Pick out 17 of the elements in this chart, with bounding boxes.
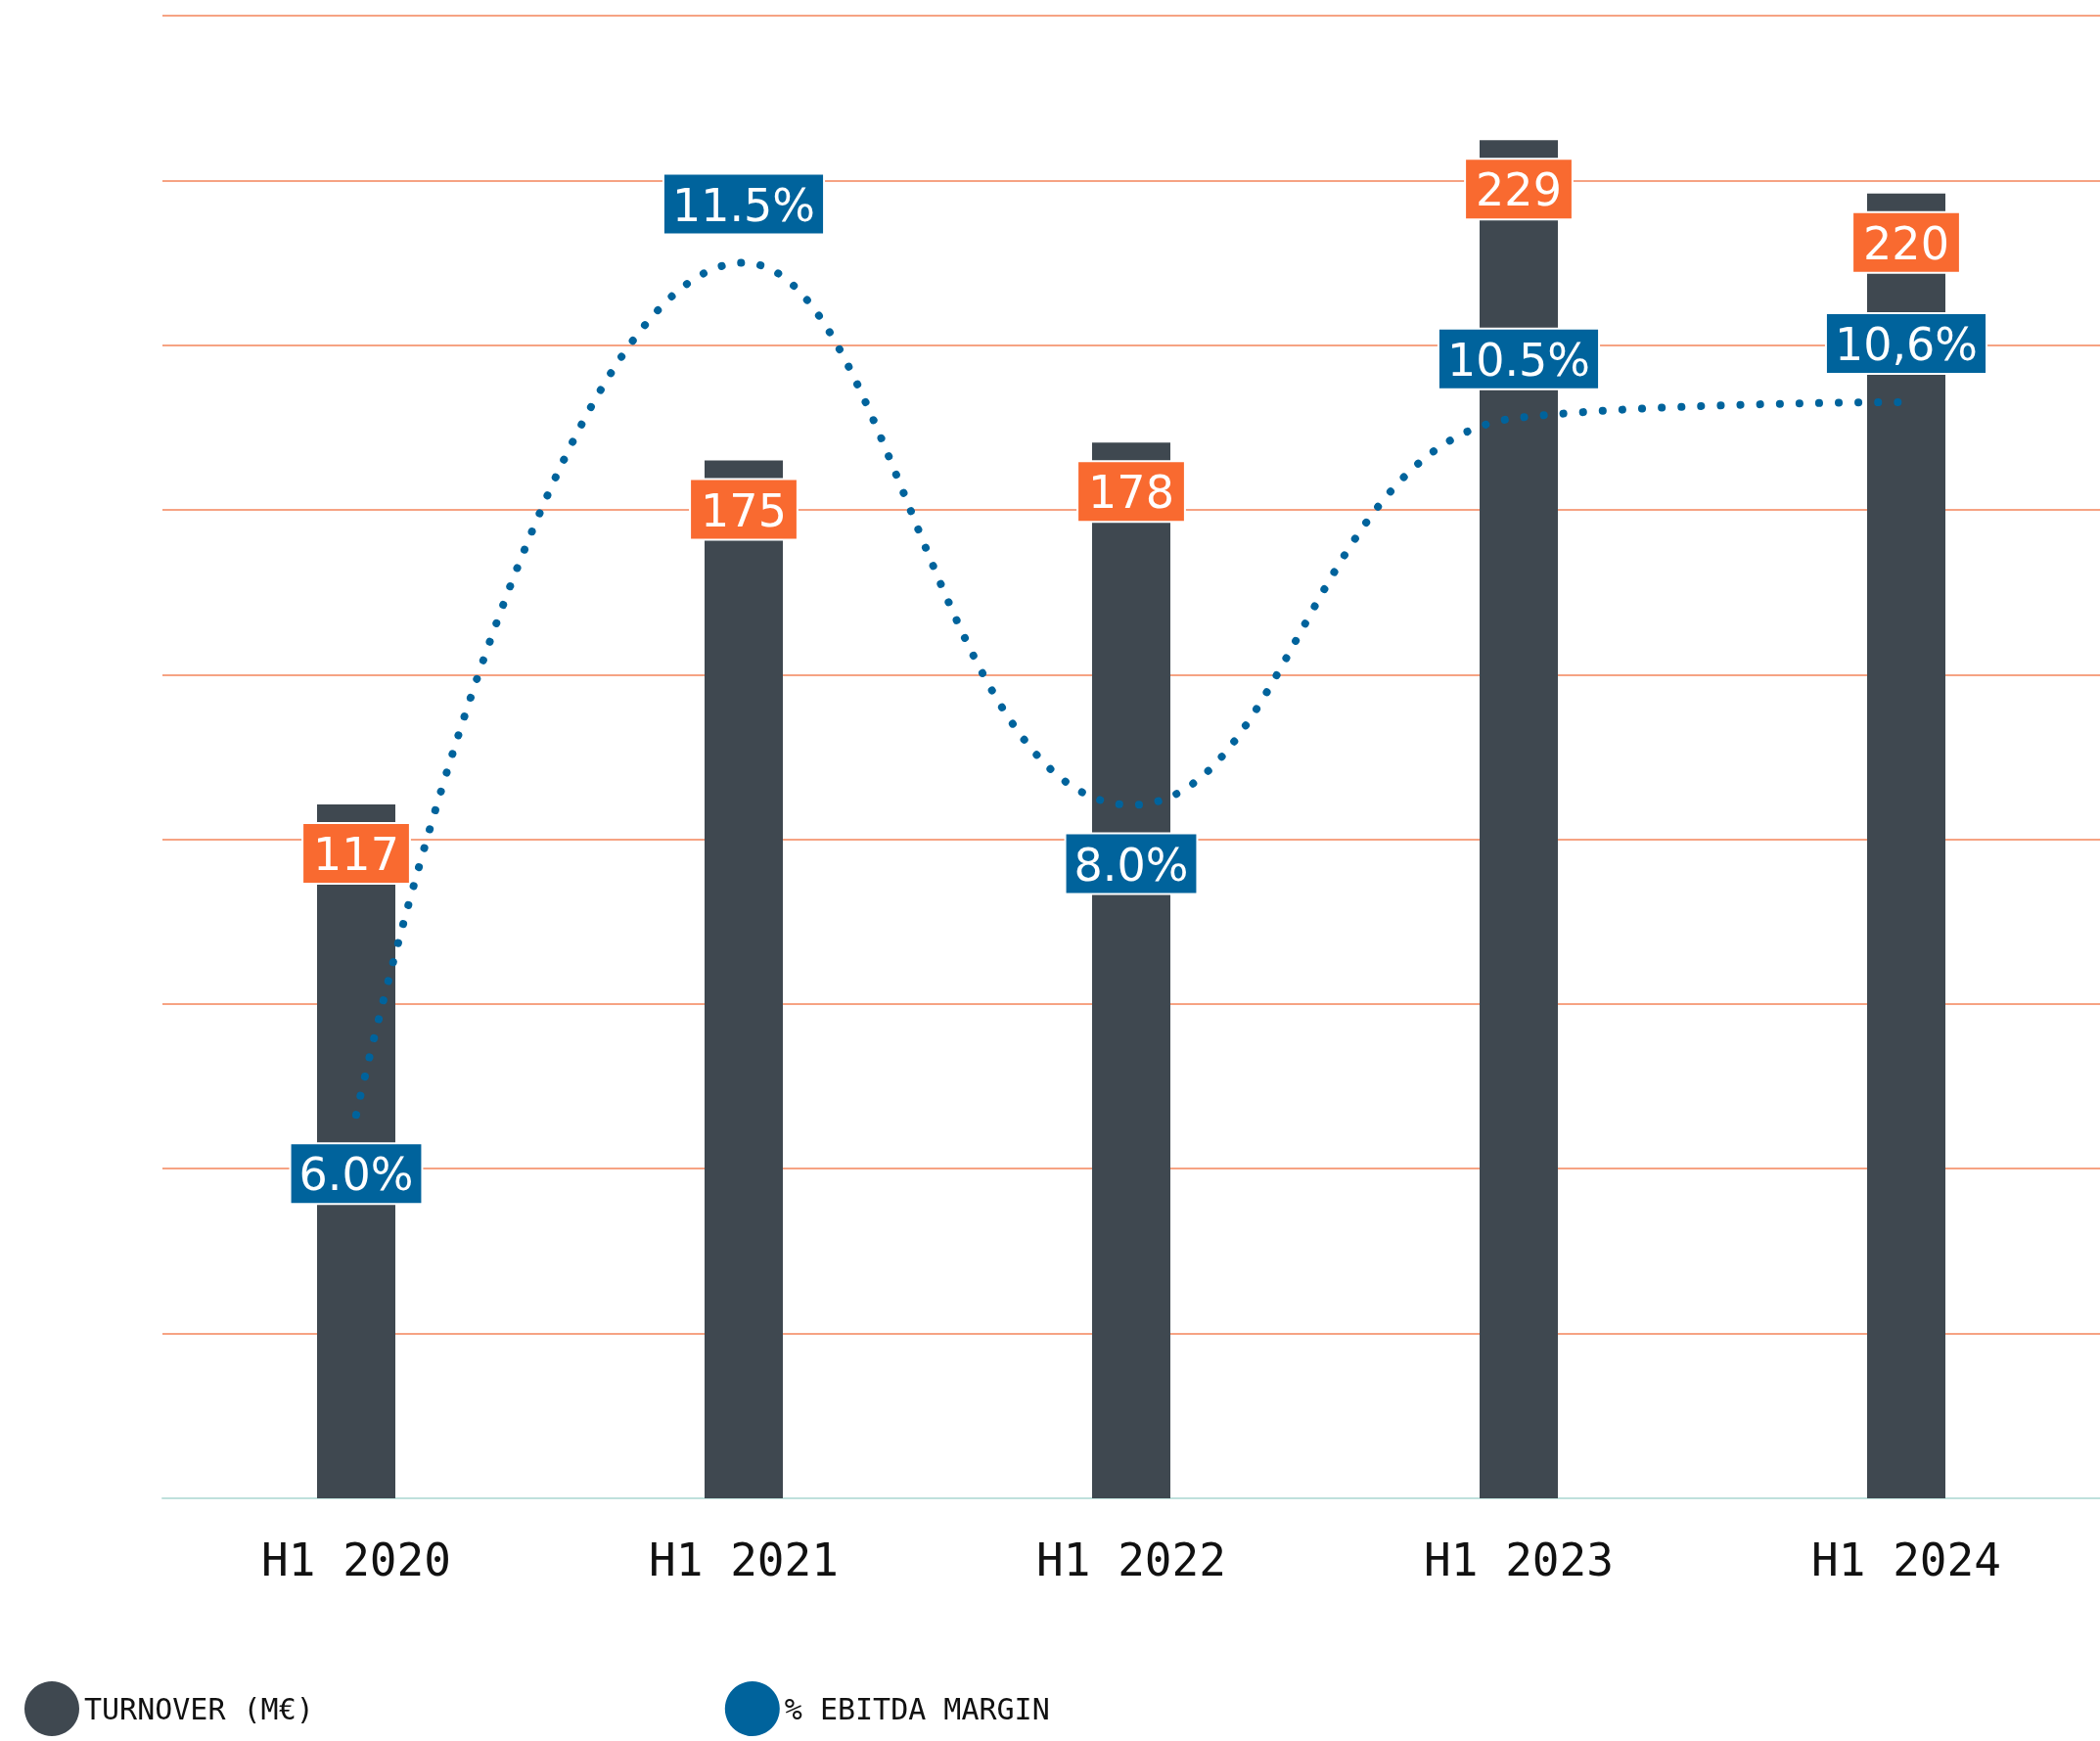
data-label: 178	[1088, 466, 1174, 520]
data-label: 117	[313, 827, 399, 881]
data-label: 220	[1863, 216, 1949, 270]
data-label: 11.5%	[671, 178, 816, 232]
data-label: 8.0%	[1073, 838, 1189, 892]
x-tick-label: H1 2024	[1811, 1534, 2001, 1586]
data-label: 175	[701, 483, 787, 537]
legend-label: TURNOVER (M€)	[84, 1691, 314, 1726]
legend-label: % EBITDA MARGIN	[784, 1691, 1050, 1726]
x-tick-label: H1 2020	[261, 1534, 451, 1586]
data-label: 6.0%	[298, 1148, 414, 1202]
x-tick-label: H1 2021	[649, 1534, 839, 1586]
data-label: 229	[1476, 163, 1562, 217]
data-label: 10.5%	[1446, 333, 1591, 387]
x-tick-label: H1 2023	[1424, 1534, 1614, 1586]
x-tick-label: H1 2022	[1036, 1534, 1226, 1586]
data-label: 10,6%	[1834, 317, 1979, 371]
